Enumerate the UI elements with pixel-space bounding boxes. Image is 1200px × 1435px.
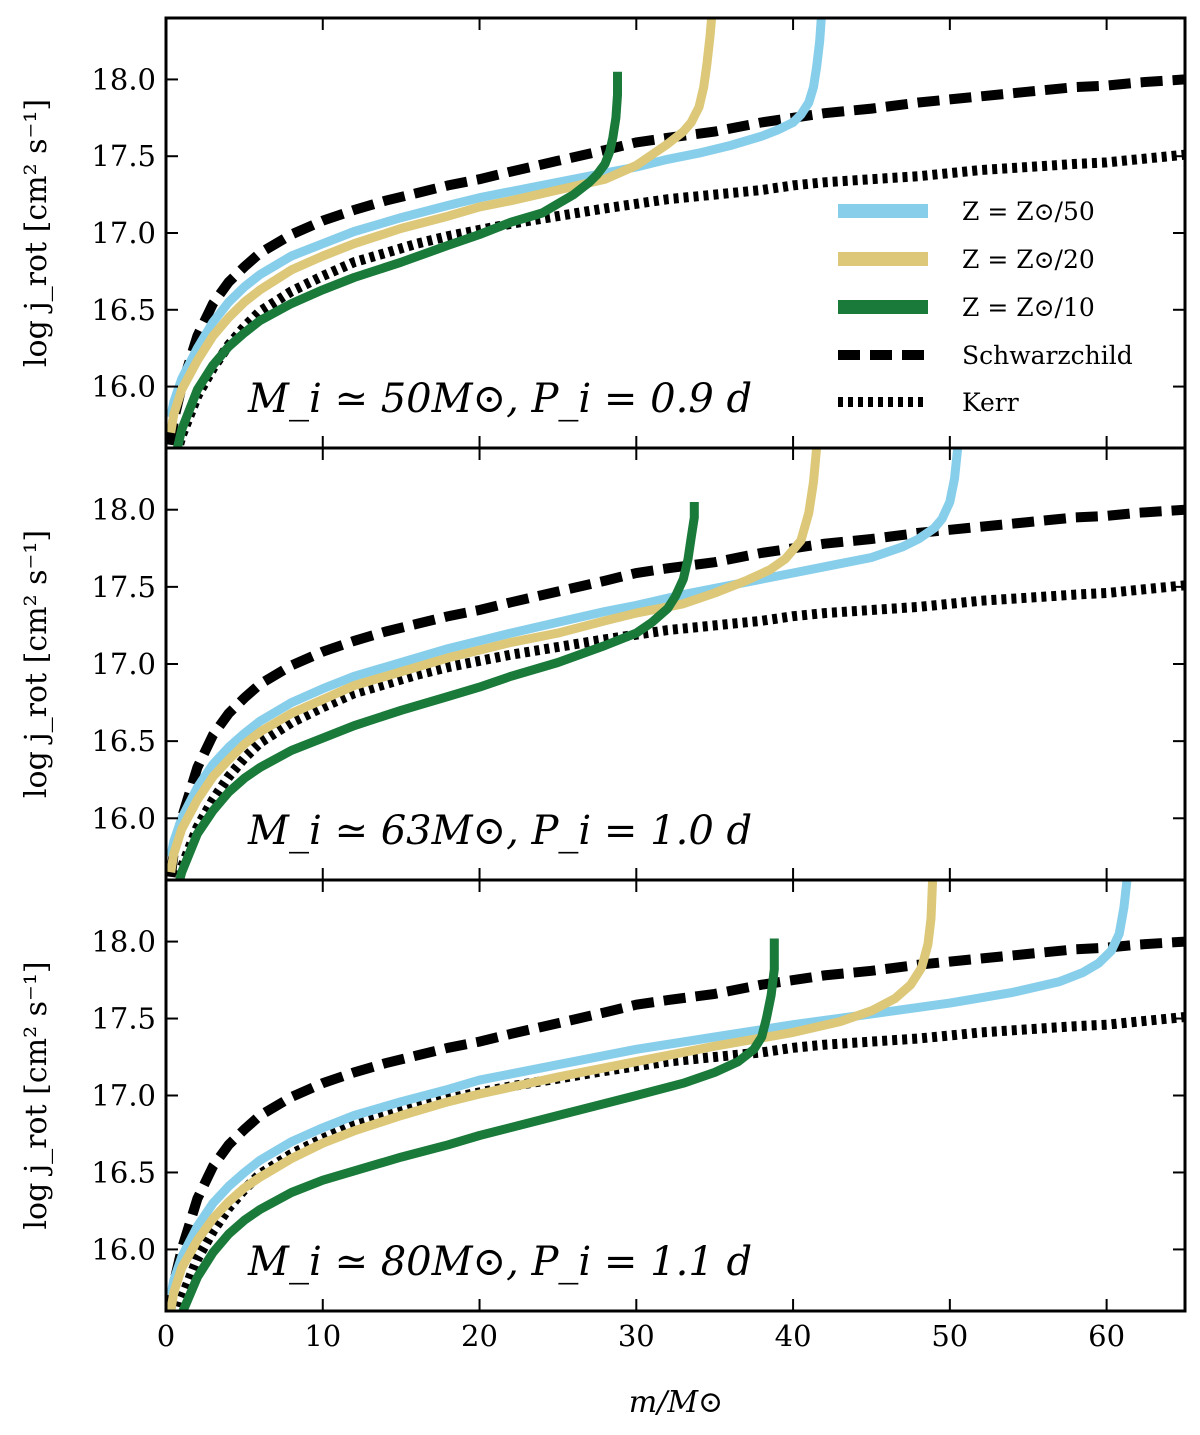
schwarzschild-curve bbox=[166, 936, 1185, 1309]
x-tick-label: 10 bbox=[304, 1319, 341, 1353]
x-tick-label: 30 bbox=[618, 1319, 655, 1353]
y-tick-label: 17.5 bbox=[91, 139, 156, 173]
kerr-curve bbox=[172, 580, 1185, 880]
y-tick-label: 17.5 bbox=[91, 570, 156, 604]
panel-1-plot bbox=[166, 18, 1185, 448]
y-tick-label: 17.0 bbox=[91, 1079, 156, 1113]
y-tick-label: 17.5 bbox=[91, 1002, 156, 1036]
panel-2-plot bbox=[166, 448, 1185, 880]
series-z50-line bbox=[166, 448, 963, 858]
x-tick-label: 60 bbox=[1088, 1319, 1125, 1353]
y-tick-label: 18.0 bbox=[91, 493, 156, 527]
x-tick-label: 20 bbox=[461, 1319, 498, 1353]
schwarzschild-curve bbox=[166, 74, 1185, 446]
kerr-curve bbox=[172, 149, 1185, 448]
y-tick-label: 18.0 bbox=[91, 62, 156, 96]
x-tick-label: 50 bbox=[931, 1319, 968, 1353]
panel-3-plot bbox=[166, 880, 1185, 1311]
panel-annotation: M_i ≃ 63M⊙, P_i = 1.0 d bbox=[247, 808, 752, 854]
series-z20-line bbox=[166, 880, 938, 1311]
y-tick-label: 16.5 bbox=[91, 1155, 156, 1189]
series-z10-line bbox=[175, 502, 699, 880]
x-tick-labels: 0 10 20 30 40 50 60 bbox=[157, 1319, 1125, 1353]
y-tick-label: 16.0 bbox=[91, 1232, 156, 1266]
y-tick-label: 16.0 bbox=[91, 801, 156, 835]
y-tick-label: 16.5 bbox=[91, 293, 156, 327]
x-tick-label: 40 bbox=[775, 1319, 812, 1353]
x-axis-label: m/M⊙ bbox=[629, 1385, 723, 1420]
panel-annotation: M_i ≃ 50M⊙, P_i = 0.9 d bbox=[247, 376, 752, 422]
legend-label-schwarzschild: Schwarzchild bbox=[962, 341, 1133, 370]
kerr-curve bbox=[172, 1012, 1185, 1311]
schwarzschild-curve bbox=[166, 504, 1185, 878]
y-axis-label: log j_rot [cm² s⁻¹] bbox=[19, 530, 54, 798]
panel-annotation: M_i ≃ 80M⊙, P_i = 1.1 d bbox=[247, 1239, 752, 1285]
series-z20-line bbox=[166, 448, 822, 874]
x-tick-label: 0 bbox=[157, 1319, 175, 1353]
y-tick-label: 17.0 bbox=[91, 216, 156, 250]
y-tick-label: 16.5 bbox=[91, 724, 156, 758]
series-z10-line bbox=[178, 938, 779, 1311]
series-z50-line bbox=[166, 880, 1132, 1297]
legend-label-z10: Z = Z⊙/10 bbox=[962, 293, 1095, 322]
legend-label-z20: Z = Z⊙/20 bbox=[962, 245, 1095, 274]
legend-label-z50: Z = Z⊙/50 bbox=[962, 197, 1095, 226]
y-axis-label: log j_rot [cm² s⁻¹] bbox=[19, 961, 54, 1229]
y-tick-label: 17.0 bbox=[91, 647, 156, 681]
series-z10-line bbox=[172, 71, 622, 448]
legend: Z = Z⊙/50 Z = Z⊙/20 Z = Z⊙/10 Schwarzchi… bbox=[838, 197, 1133, 417]
series-z50-line bbox=[166, 18, 826, 419]
y-tick-label: 16.0 bbox=[91, 370, 156, 404]
y-tick-label: 18.0 bbox=[91, 925, 156, 959]
panels-layer: 16.0 16.5 17.0 17.5 18.0 log j_rot [cm² s⁻¹] M… bbox=[19, 16, 1187, 1313]
series-z20-line bbox=[166, 18, 717, 434]
legend-label-kerr: Kerr bbox=[962, 388, 1019, 417]
y-axis-label: log j_rot [cm² s⁻¹] bbox=[19, 99, 54, 367]
panel-3-frame bbox=[164, 878, 1187, 1313]
